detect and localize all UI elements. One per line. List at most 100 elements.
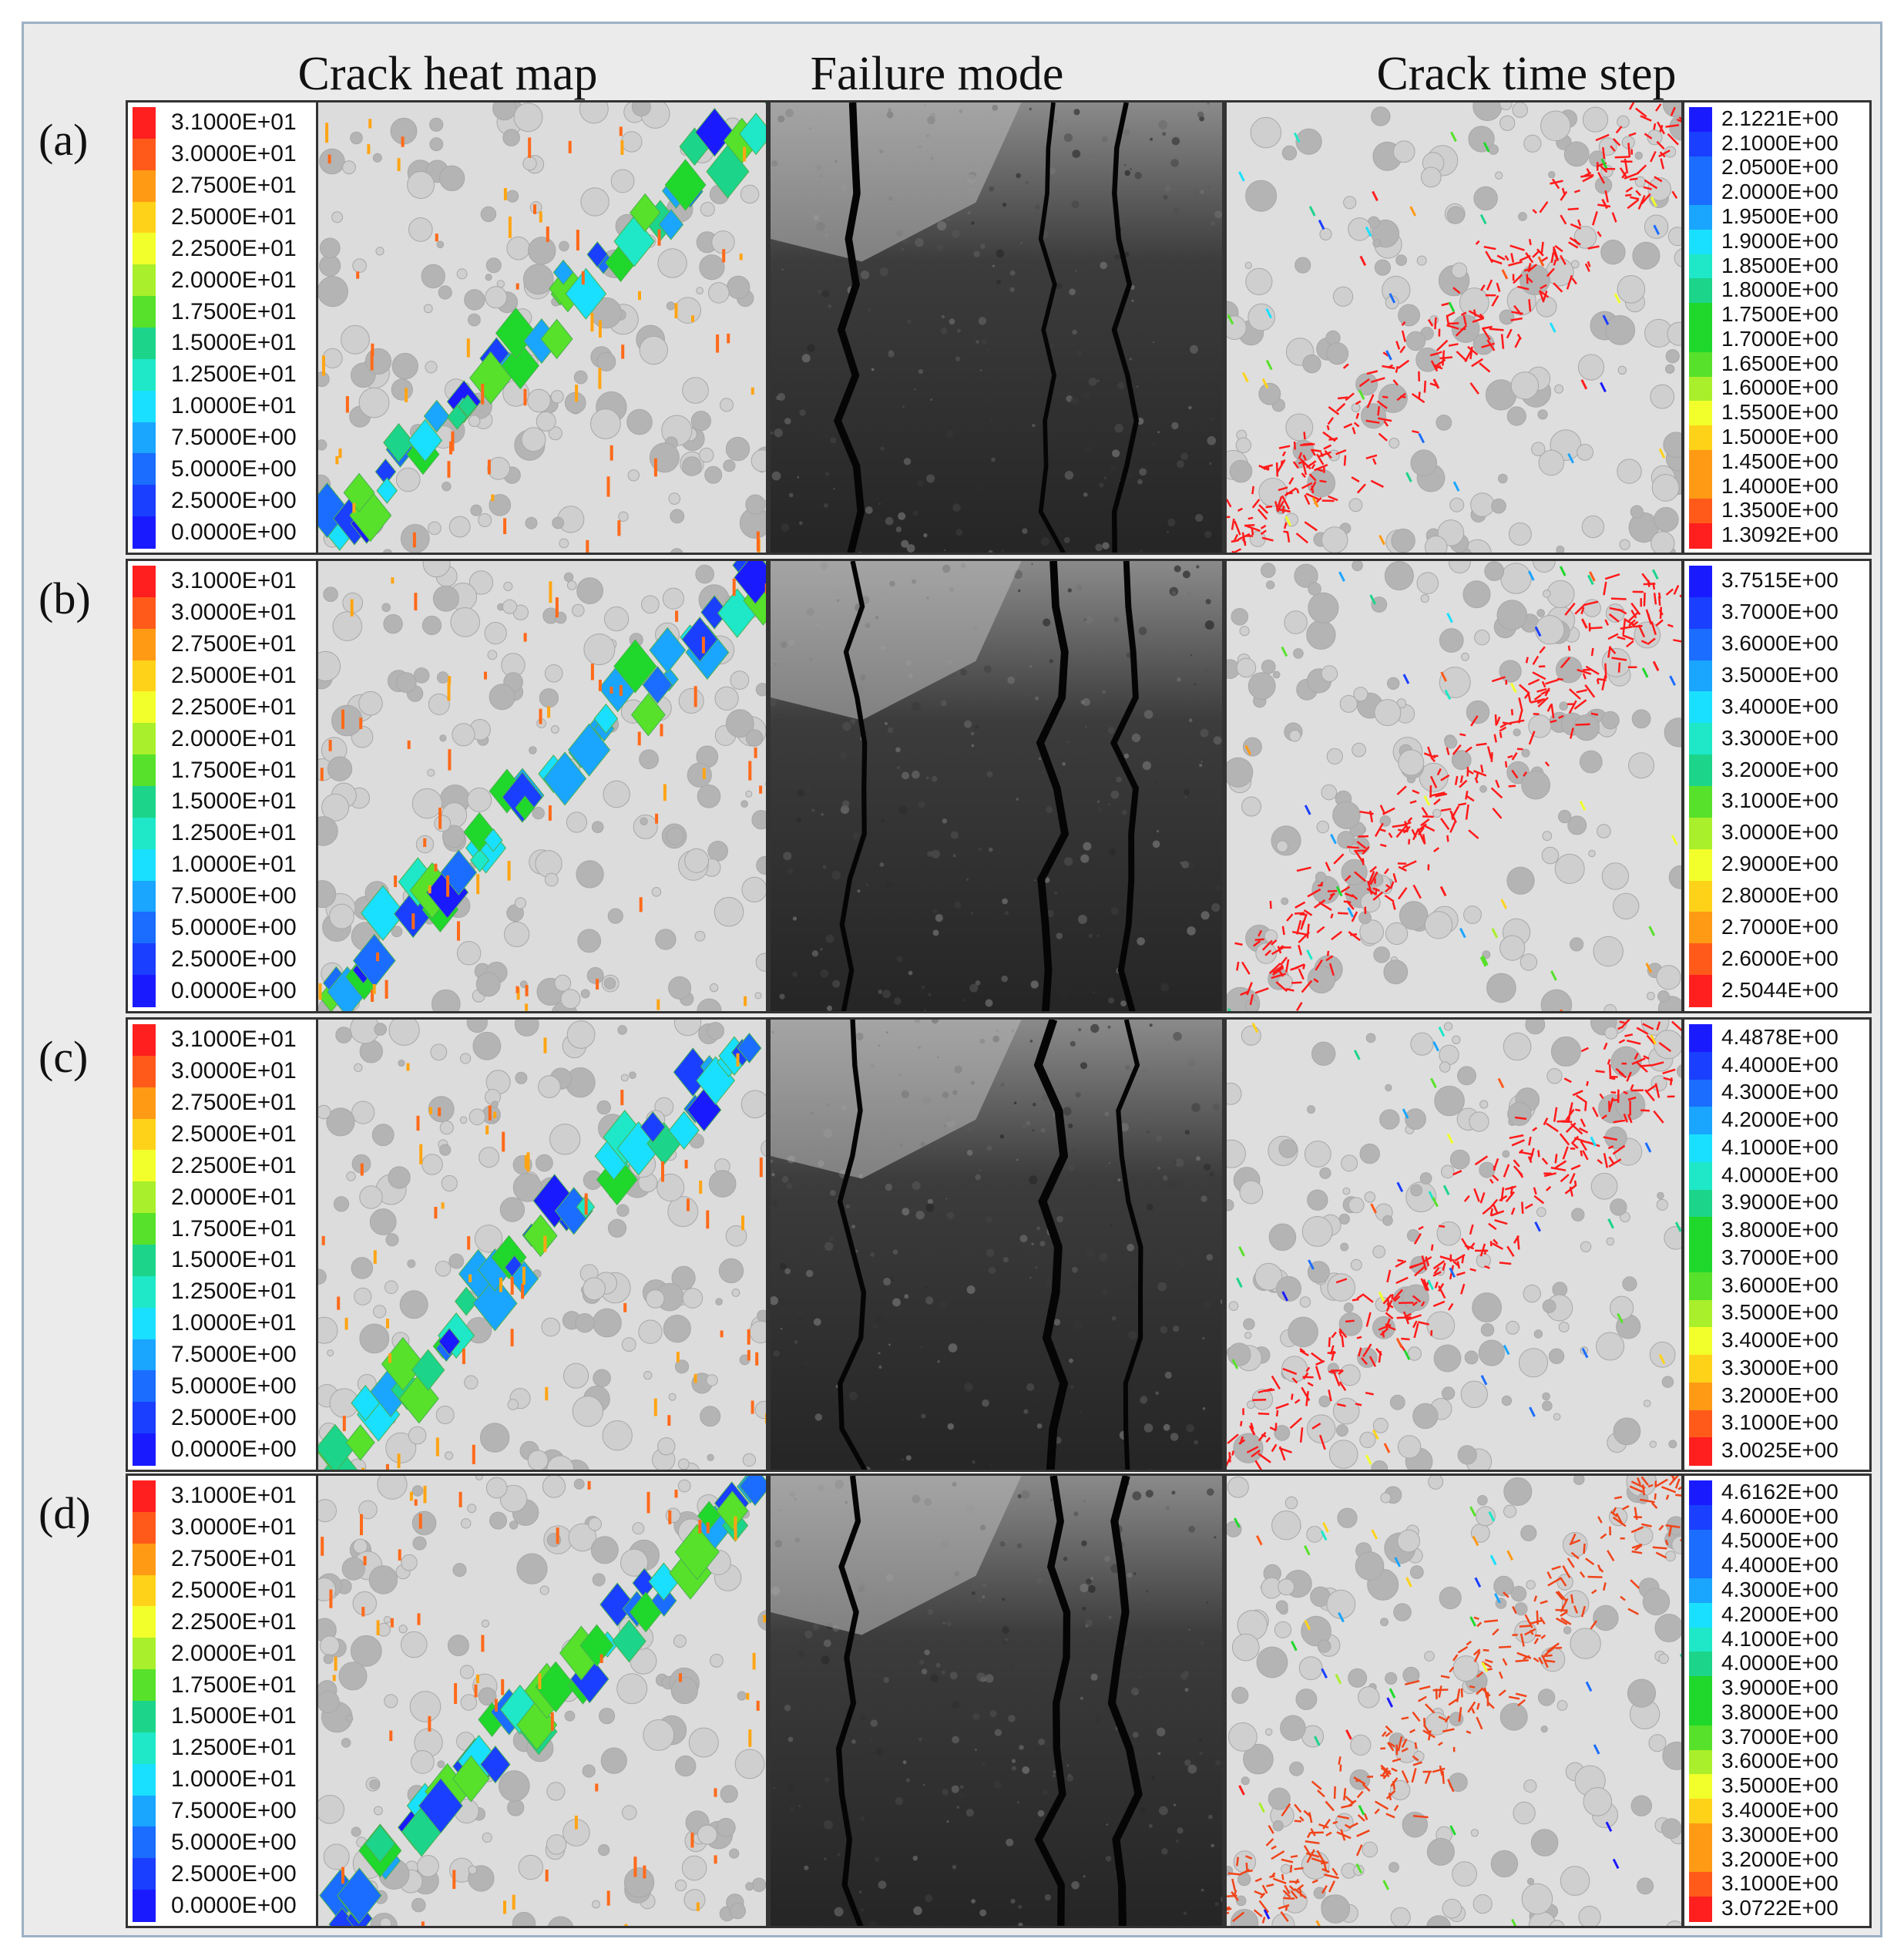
- legend-tick-label: 4.5000E+00: [1721, 1528, 1839, 1553]
- legend-swatch: [133, 1543, 156, 1576]
- legend-tick-label: 1.2500E+01: [171, 361, 297, 388]
- legend-swatch: [1689, 180, 1712, 207]
- legend-tick-label: 3.0025E+00: [1721, 1438, 1839, 1463]
- legend-swatch: [133, 485, 156, 518]
- legend-swatch: [133, 1669, 156, 1702]
- legend-swatch: [133, 1118, 156, 1151]
- legend-swatch: [133, 1055, 156, 1088]
- legend-swatch: [1689, 1799, 1712, 1824]
- legend-tick-label: 1.2500E+01: [171, 1279, 297, 1305]
- legend-tick-label: 3.2000E+00: [1721, 1846, 1839, 1871]
- legend-swatch: [1689, 786, 1712, 818]
- legend-swatch: [1689, 912, 1712, 945]
- legend-swatch: [133, 912, 156, 945]
- legend-tick-label: 1.7500E+01: [171, 1215, 297, 1242]
- legend-tick-label: 4.2000E+00: [1721, 1107, 1839, 1132]
- failure-cracks: [833, 102, 1140, 553]
- legend-tick-label: 1.9500E+00: [1721, 204, 1839, 228]
- legend-tick-label: 4.3000E+00: [1721, 1080, 1839, 1104]
- legend-tick-label: 1.5000E+00: [1721, 425, 1839, 449]
- legend-swatch: [133, 1213, 156, 1245]
- legend-swatch: [133, 1511, 156, 1544]
- failure-mode-photo: [768, 1017, 1224, 1472]
- legend-tick-label: 1.2500E+01: [171, 820, 297, 846]
- crack-heat-map-panel: [316, 1017, 768, 1472]
- failure-mode-photo: [768, 559, 1224, 1013]
- surface-texture: [771, 563, 1222, 1011]
- legend-swatch: [133, 1826, 156, 1860]
- failure-mode-photo: [768, 1473, 1224, 1928]
- legend-tick-label: 1.6000E+00: [1721, 375, 1839, 400]
- legend-swatch: [1689, 1823, 1712, 1849]
- legend-swatch: [1689, 1652, 1712, 1678]
- legend-swatch: [1689, 1578, 1712, 1604]
- legend-tick-label: 2.0000E+01: [171, 267, 297, 293]
- legend-swatch: [133, 264, 156, 297]
- failure-cracks: [835, 1476, 1143, 1926]
- legend-swatch: [1689, 523, 1712, 549]
- failure-cracks: [839, 561, 1140, 1011]
- legend-swatch: [1689, 474, 1712, 500]
- legend-swatch: [1689, 1847, 1712, 1873]
- legend-swatch: [133, 358, 156, 391]
- legend-tick-label: 4.1000E+00: [1721, 1626, 1839, 1651]
- legend-tick-label: 1.7500E+00: [1721, 302, 1839, 327]
- legend-tick-label: 7.5000E+00: [171, 425, 297, 450]
- legend-swatch: [133, 1307, 156, 1340]
- crack-network: [1227, 1020, 1681, 1470]
- legend-tick-label: 1.5500E+00: [1721, 400, 1839, 425]
- time-step-canvas: [1227, 1476, 1681, 1926]
- time-step-colorbar: 3.7515E+00 3.7000E+00 3.6000E+00 3.5000E+00…: [1682, 559, 1872, 1013]
- legend-swatch: [1689, 1299, 1712, 1329]
- crack-heat-map-panel: [316, 559, 768, 1013]
- legend-tick-label: 2.7500E+01: [171, 1090, 297, 1116]
- crack-heat-map-panel: [316, 100, 768, 555]
- time-step-colorbar: 2.1221E+00 2.1000E+00 2.0500E+00 2.0000E+00…: [1682, 100, 1872, 555]
- legend-swatch: [1689, 943, 1712, 976]
- legend-tick-label: 3.0000E+01: [171, 600, 297, 626]
- legend-tick-label: 1.5000E+01: [171, 788, 297, 815]
- legend-swatch: [133, 975, 156, 1007]
- legend-swatch: [1689, 1627, 1712, 1653]
- legend-tick-label: 2.6000E+00: [1721, 946, 1839, 970]
- legend-swatch: [1689, 1024, 1712, 1053]
- legend-swatch: [1689, 278, 1712, 304]
- legend-tick-label: 1.4500E+00: [1721, 449, 1839, 473]
- legend-swatch: [1689, 205, 1712, 230]
- legend-swatch: [133, 943, 156, 976]
- scattered-microcracks: [1227, 131, 1666, 546]
- crack-network: [1227, 102, 1681, 553]
- legend-tick-label: 3.3000E+00: [1721, 1355, 1839, 1379]
- legend-tick-label: 2.2500E+01: [171, 1608, 297, 1635]
- legend-swatch: [1689, 254, 1712, 280]
- legend-tick-label: 3.0722E+00: [1721, 1896, 1839, 1920]
- legend-swatch: [1689, 754, 1712, 787]
- legend-swatch: [133, 1433, 156, 1466]
- legend-tick-label: 2.7500E+01: [171, 1546, 297, 1572]
- legend-swatch: [1689, 880, 1712, 913]
- minor-cracks: [321, 1480, 766, 1926]
- time-step-canvas: [1227, 102, 1681, 553]
- legend-swatch: [1689, 1725, 1712, 1751]
- legend-tick-label: 2.0500E+00: [1721, 155, 1839, 180]
- legend-tick-label: 1.8500E+00: [1721, 253, 1839, 277]
- legend-swatch: [1689, 1382, 1712, 1411]
- heat-map-canvas: [318, 1020, 766, 1470]
- legend-tick-label: 1.0000E+01: [171, 1766, 297, 1793]
- legend-swatch: [133, 1339, 156, 1372]
- legend-swatch: [133, 596, 156, 630]
- legend-swatch: [1689, 449, 1712, 475]
- legend-swatch: [1689, 1602, 1712, 1628]
- legend-swatch: [133, 170, 156, 203]
- legend-swatch: [1689, 1272, 1712, 1301]
- legend-tick-label: 3.1000E+01: [171, 1483, 297, 1509]
- legend-tick-label: 2.5044E+00: [1721, 977, 1839, 1002]
- crack-heat-map-panel: [316, 1473, 768, 1928]
- legend-tick-label: 1.5000E+01: [171, 1703, 297, 1729]
- legend-tick-label: 3.0000E+01: [171, 1514, 297, 1541]
- legend-tick-label: 3.5000E+00: [1721, 663, 1839, 687]
- legend-tick-label: 2.5000E+01: [171, 1121, 297, 1147]
- legend-tick-label: 1.2500E+01: [171, 1735, 297, 1761]
- legend-tick-label: 3.4000E+00: [1721, 694, 1839, 718]
- legend-tick-label: 1.9000E+00: [1721, 228, 1839, 253]
